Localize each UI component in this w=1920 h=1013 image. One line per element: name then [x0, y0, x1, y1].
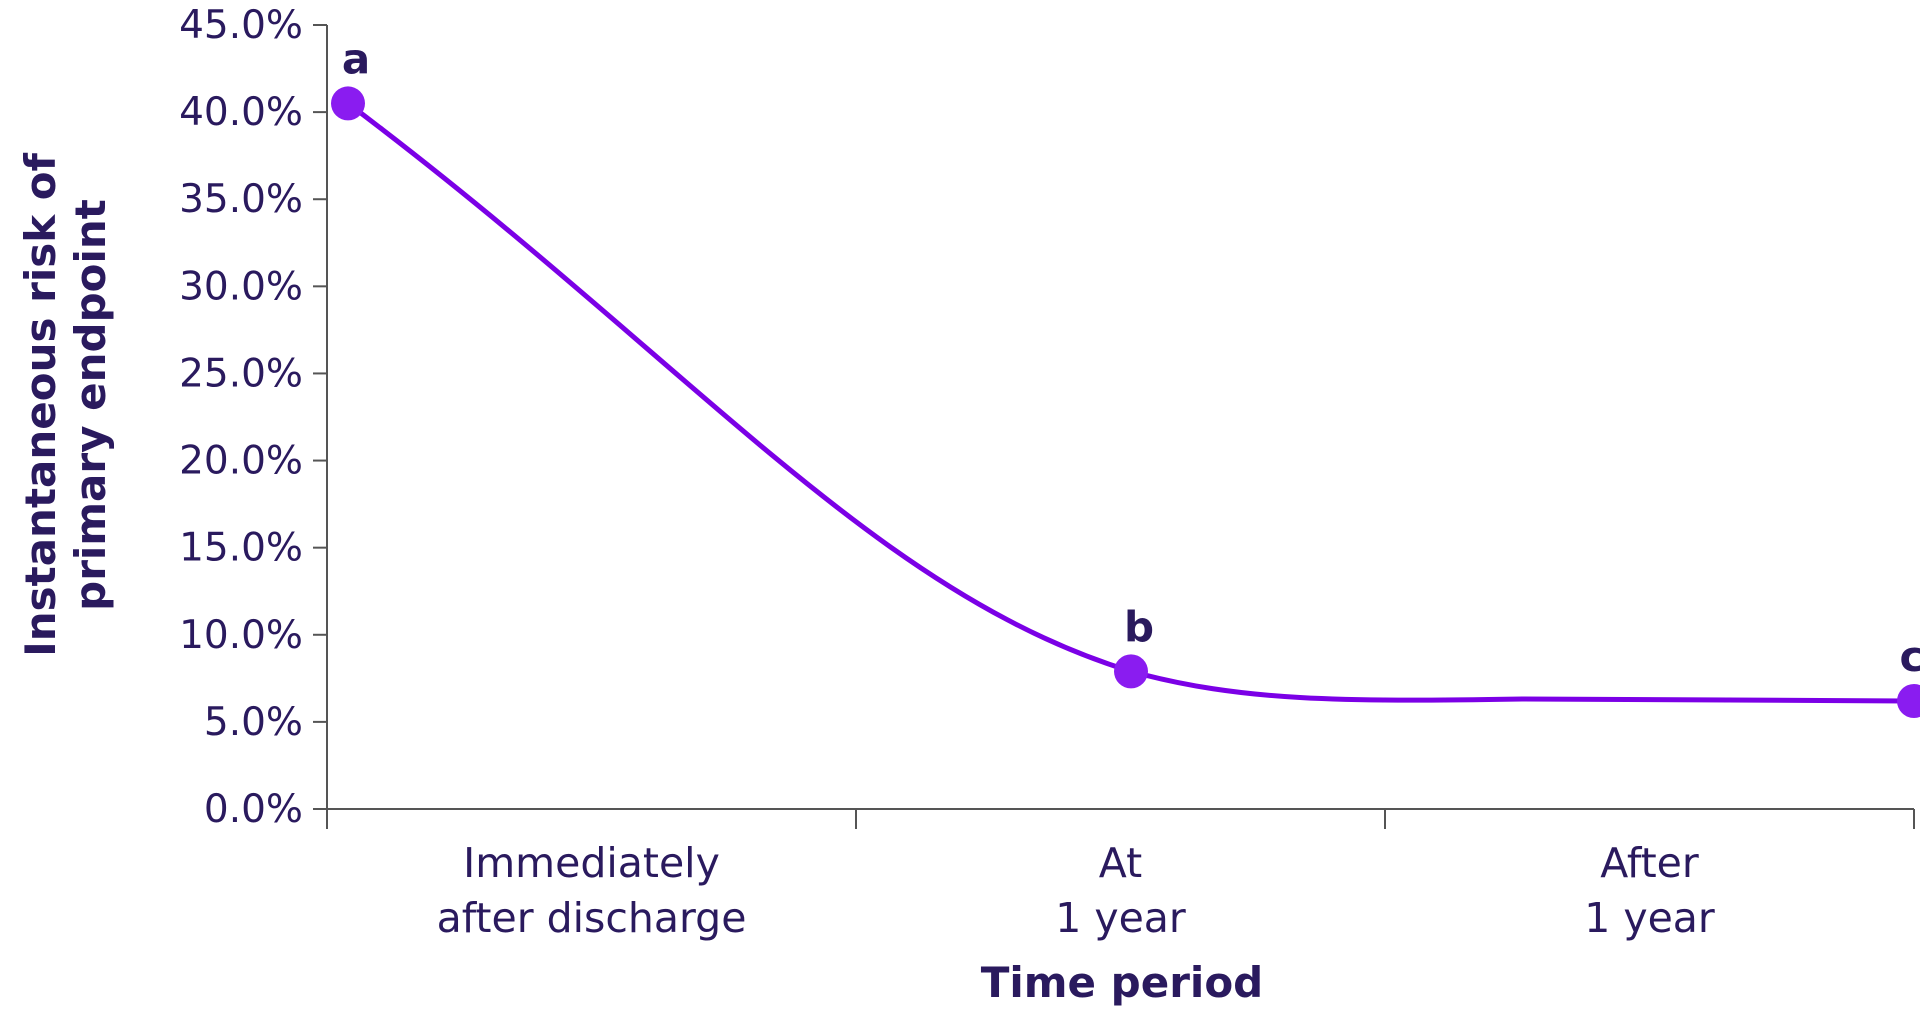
- data-point-label: b: [1124, 602, 1154, 651]
- y-axis-title-line-2: primary endpoint: [66, 199, 115, 611]
- series: a b c: [331, 34, 1920, 718]
- y-axis-title-line-1: Instantaneous risk of: [16, 152, 65, 657]
- x-category-label: 1 year: [1584, 894, 1715, 942]
- data-point-c: [1897, 683, 1920, 718]
- x-category-label: Immediately: [463, 839, 720, 887]
- x-category-label: After: [1600, 839, 1699, 887]
- x-category-label: 1 year: [1055, 894, 1186, 942]
- y-axis: 0.0% 5.0% 10.0% 15.0% 20.0% 25.0% 30.0% 35.0% 40…: [179, 3, 328, 832]
- x-axis-title: Time period: [981, 958, 1264, 1007]
- y-tick-label: 15.0%: [179, 526, 303, 571]
- series-line: [345, 100, 1917, 704]
- x-category-label: after discharge: [437, 894, 747, 942]
- y-tick-label: 30.0%: [179, 264, 303, 309]
- y-tick-label: 35.0%: [179, 177, 303, 222]
- data-point-a: [331, 86, 365, 121]
- y-tick-label: 40.0%: [179, 90, 303, 135]
- x-axis: Immediately after discharge At 1 year After 1…: [326, 808, 1915, 942]
- y-tick-label: 0.0%: [204, 787, 303, 832]
- data-point-b: [1114, 654, 1148, 689]
- x-category-label: At: [1099, 839, 1142, 887]
- y-tick-label: 5.0%: [204, 700, 303, 745]
- y-tick-label: 10.0%: [179, 613, 303, 658]
- y-tick-label: 20.0%: [179, 439, 303, 484]
- y-axis-title: Instantaneous risk of primary endpoint: [16, 152, 115, 657]
- data-point-label: c: [1900, 632, 1920, 681]
- y-tick-label: 45.0%: [179, 3, 303, 48]
- y-tick-label: 25.0%: [179, 351, 303, 396]
- data-point-label: a: [342, 34, 370, 83]
